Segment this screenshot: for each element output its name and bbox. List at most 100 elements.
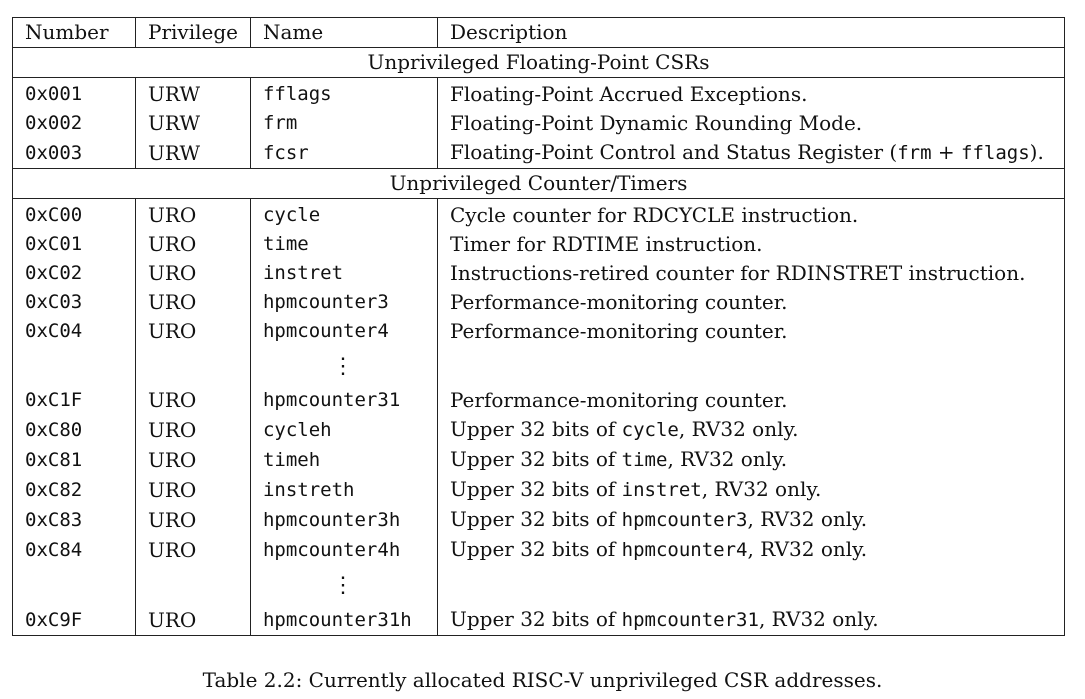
table-row: 0xC01 URO time Timer for RDTIME instruction… [12,230,1066,259]
description-text: instret [621,479,702,501]
csr-description: Upper 32 bits of instret, RV32 only. [436,475,1066,505]
csr-number: 0xC02 [12,259,136,288]
csr-number: 0xC01 [12,230,136,259]
table-row: 0x003 URW fcsr Floating-Point Control and S… [12,138,1066,169]
description-text: ). [1029,140,1044,164]
table-row: 0x001 URW fflags Floating-Point Accrued Exc… [12,77,1066,109]
section-header-row: Unprivileged Floating-Point CSRs [12,47,1065,78]
ellipsis-row: ⋮ [12,565,1066,605]
csr-description: Instructions-retired counter for RDINSTR… [436,259,1066,288]
csr-name: instret [249,259,438,288]
csr-number: 0xC82 [12,475,136,505]
description-text: fflags [961,142,1030,164]
header-description: Description [436,17,1066,48]
csr-privilege: URO [135,415,251,445]
csr-number: 0xC1F [12,386,136,415]
description-text: , RV32 only. [758,607,879,631]
csr-number: 0xC9F [12,605,136,636]
csr-description: Performance-monitoring counter. [436,288,1066,317]
table-row: 0xC80 URO cycleh Upper 32 bits of cycle, RV… [12,415,1066,445]
csr-description: Floating-Point Accrued Exceptions. [436,77,1066,109]
header-name: Name [249,17,438,48]
table-header-row: Number Privilege Name Description [12,17,1066,48]
description-text: , RV32 only. [678,417,799,441]
csr-privilege: URO [135,259,251,288]
csr-privilege: URW [135,77,251,109]
description-text: frm [897,142,932,164]
section-title: Unprivileged Counter/Timers [12,168,1065,199]
csr-name: fflags [249,77,438,109]
csr-description: Upper 32 bits of time, RV32 only. [436,445,1066,475]
csr-number: 0xC03 [12,288,136,317]
csr-name: hpmcounter3h [249,505,438,535]
csr-description: Performance-monitoring counter. [436,317,1066,346]
csr-privilege: URO [135,386,251,415]
csr-name: instreth [249,475,438,505]
csr-description: Floating-Point Control and Status Regist… [436,138,1066,169]
csr-name: hpmcounter31 [249,386,438,415]
csr-name: hpmcounter4h [249,535,438,565]
csr-name: timeh [249,445,438,475]
table-row: 0xC9F URO hpmcounter31h Upper 32 bits of hp… [12,605,1066,636]
empty-cell [436,346,1066,386]
description-text: , RV32 only. [701,477,822,501]
csr-privilege: URO [135,198,251,230]
table-row: 0xC00 URO cycle Cycle counter for RDCYCLE i… [12,198,1066,230]
table-row: 0xC82 URO instreth Upper 32 bits of instret… [12,475,1066,505]
ellipsis-row: ⋮ [12,346,1066,386]
description-text: Performance-monitoring counter. [449,319,788,343]
csr-name: hpmcounter4 [249,317,438,346]
description-text: Upper 32 bits of [449,507,622,531]
empty-cell [436,565,1066,605]
csr-description: Performance-monitoring counter. [436,386,1066,415]
description-text: time [621,449,668,471]
csr-name: fcsr [249,138,438,169]
table-row: 0xC81 URO timeh Upper 32 bits of time, RV32… [12,445,1066,475]
empty-cell [12,346,136,386]
csr-number: 0xC80 [12,415,136,445]
description-text: Upper 32 bits of [449,477,622,501]
table-row: 0xC84 URO hpmcounter4h Upper 32 bits of hpm… [12,535,1066,565]
description-text: Upper 32 bits of [449,607,622,631]
csr-name: time [249,230,438,259]
empty-cell [12,565,136,605]
csr-name: hpmcounter3 [249,288,438,317]
csr-number: 0x002 [12,109,136,138]
csr-privilege: URO [135,230,251,259]
csr-number: 0xC81 [12,445,136,475]
table-body: Unprivileged Floating-Point CSRs 0x001 URW… [12,47,1066,636]
description-text: cycle [621,419,679,441]
csr-privilege: URO [135,505,251,535]
csr-privilege: URO [135,475,251,505]
description-text: Floating-Point Dynamic Rounding Mode. [449,111,863,135]
description-text: Instructions-retired counter for RDINSTR… [449,261,1026,285]
description-text: Cycle counter for RDCYCLE instruction. [449,203,859,227]
header-number: Number [12,17,136,48]
csr-privilege: URW [135,138,251,169]
csr-number: 0xC83 [12,505,136,535]
table-row: 0x002 URW frm Floating-Point Dynamic Roundi… [12,109,1066,138]
csr-privilege: URO [135,605,251,636]
csr-number: 0xC04 [12,317,136,346]
csr-description: Floating-Point Dynamic Rounding Mode. [436,109,1066,138]
ellipsis-cell: ⋮ [249,565,438,605]
csr-description: Upper 32 bits of hpmcounter4, RV32 only. [436,535,1066,565]
csr-description: Upper 32 bits of hpmcounter3, RV32 only. [436,505,1066,535]
section-header-row: Unprivileged Counter/Timers [12,168,1065,199]
description-text: Upper 32 bits of [449,537,622,561]
description-text: , RV32 only. [667,447,788,471]
csr-privilege: URW [135,109,251,138]
csr-name: cycleh [249,415,438,445]
table-row: 0xC1F URO hpmcounter31 Performance-monitori… [12,386,1066,415]
description-text: Upper 32 bits of [449,447,622,471]
csr-table: Number Privilege Name Description Unpriv… [12,17,1066,636]
empty-cell [135,346,251,386]
csr-number: 0x003 [12,138,136,169]
description-text: Floating-Point Control and Status Regist… [449,140,898,164]
table-caption: Table 2.2: Currently allocated RISC-V un… [202,668,883,692]
table-row: 0xC83 URO hpmcounter3h Upper 32 bits of hpm… [12,505,1066,535]
description-text: Upper 32 bits of [449,417,622,441]
description-text: hpmcounter4 [621,539,748,561]
description-text: Floating-Point Accrued Exceptions. [449,82,808,106]
csr-number: 0x001 [12,77,136,109]
